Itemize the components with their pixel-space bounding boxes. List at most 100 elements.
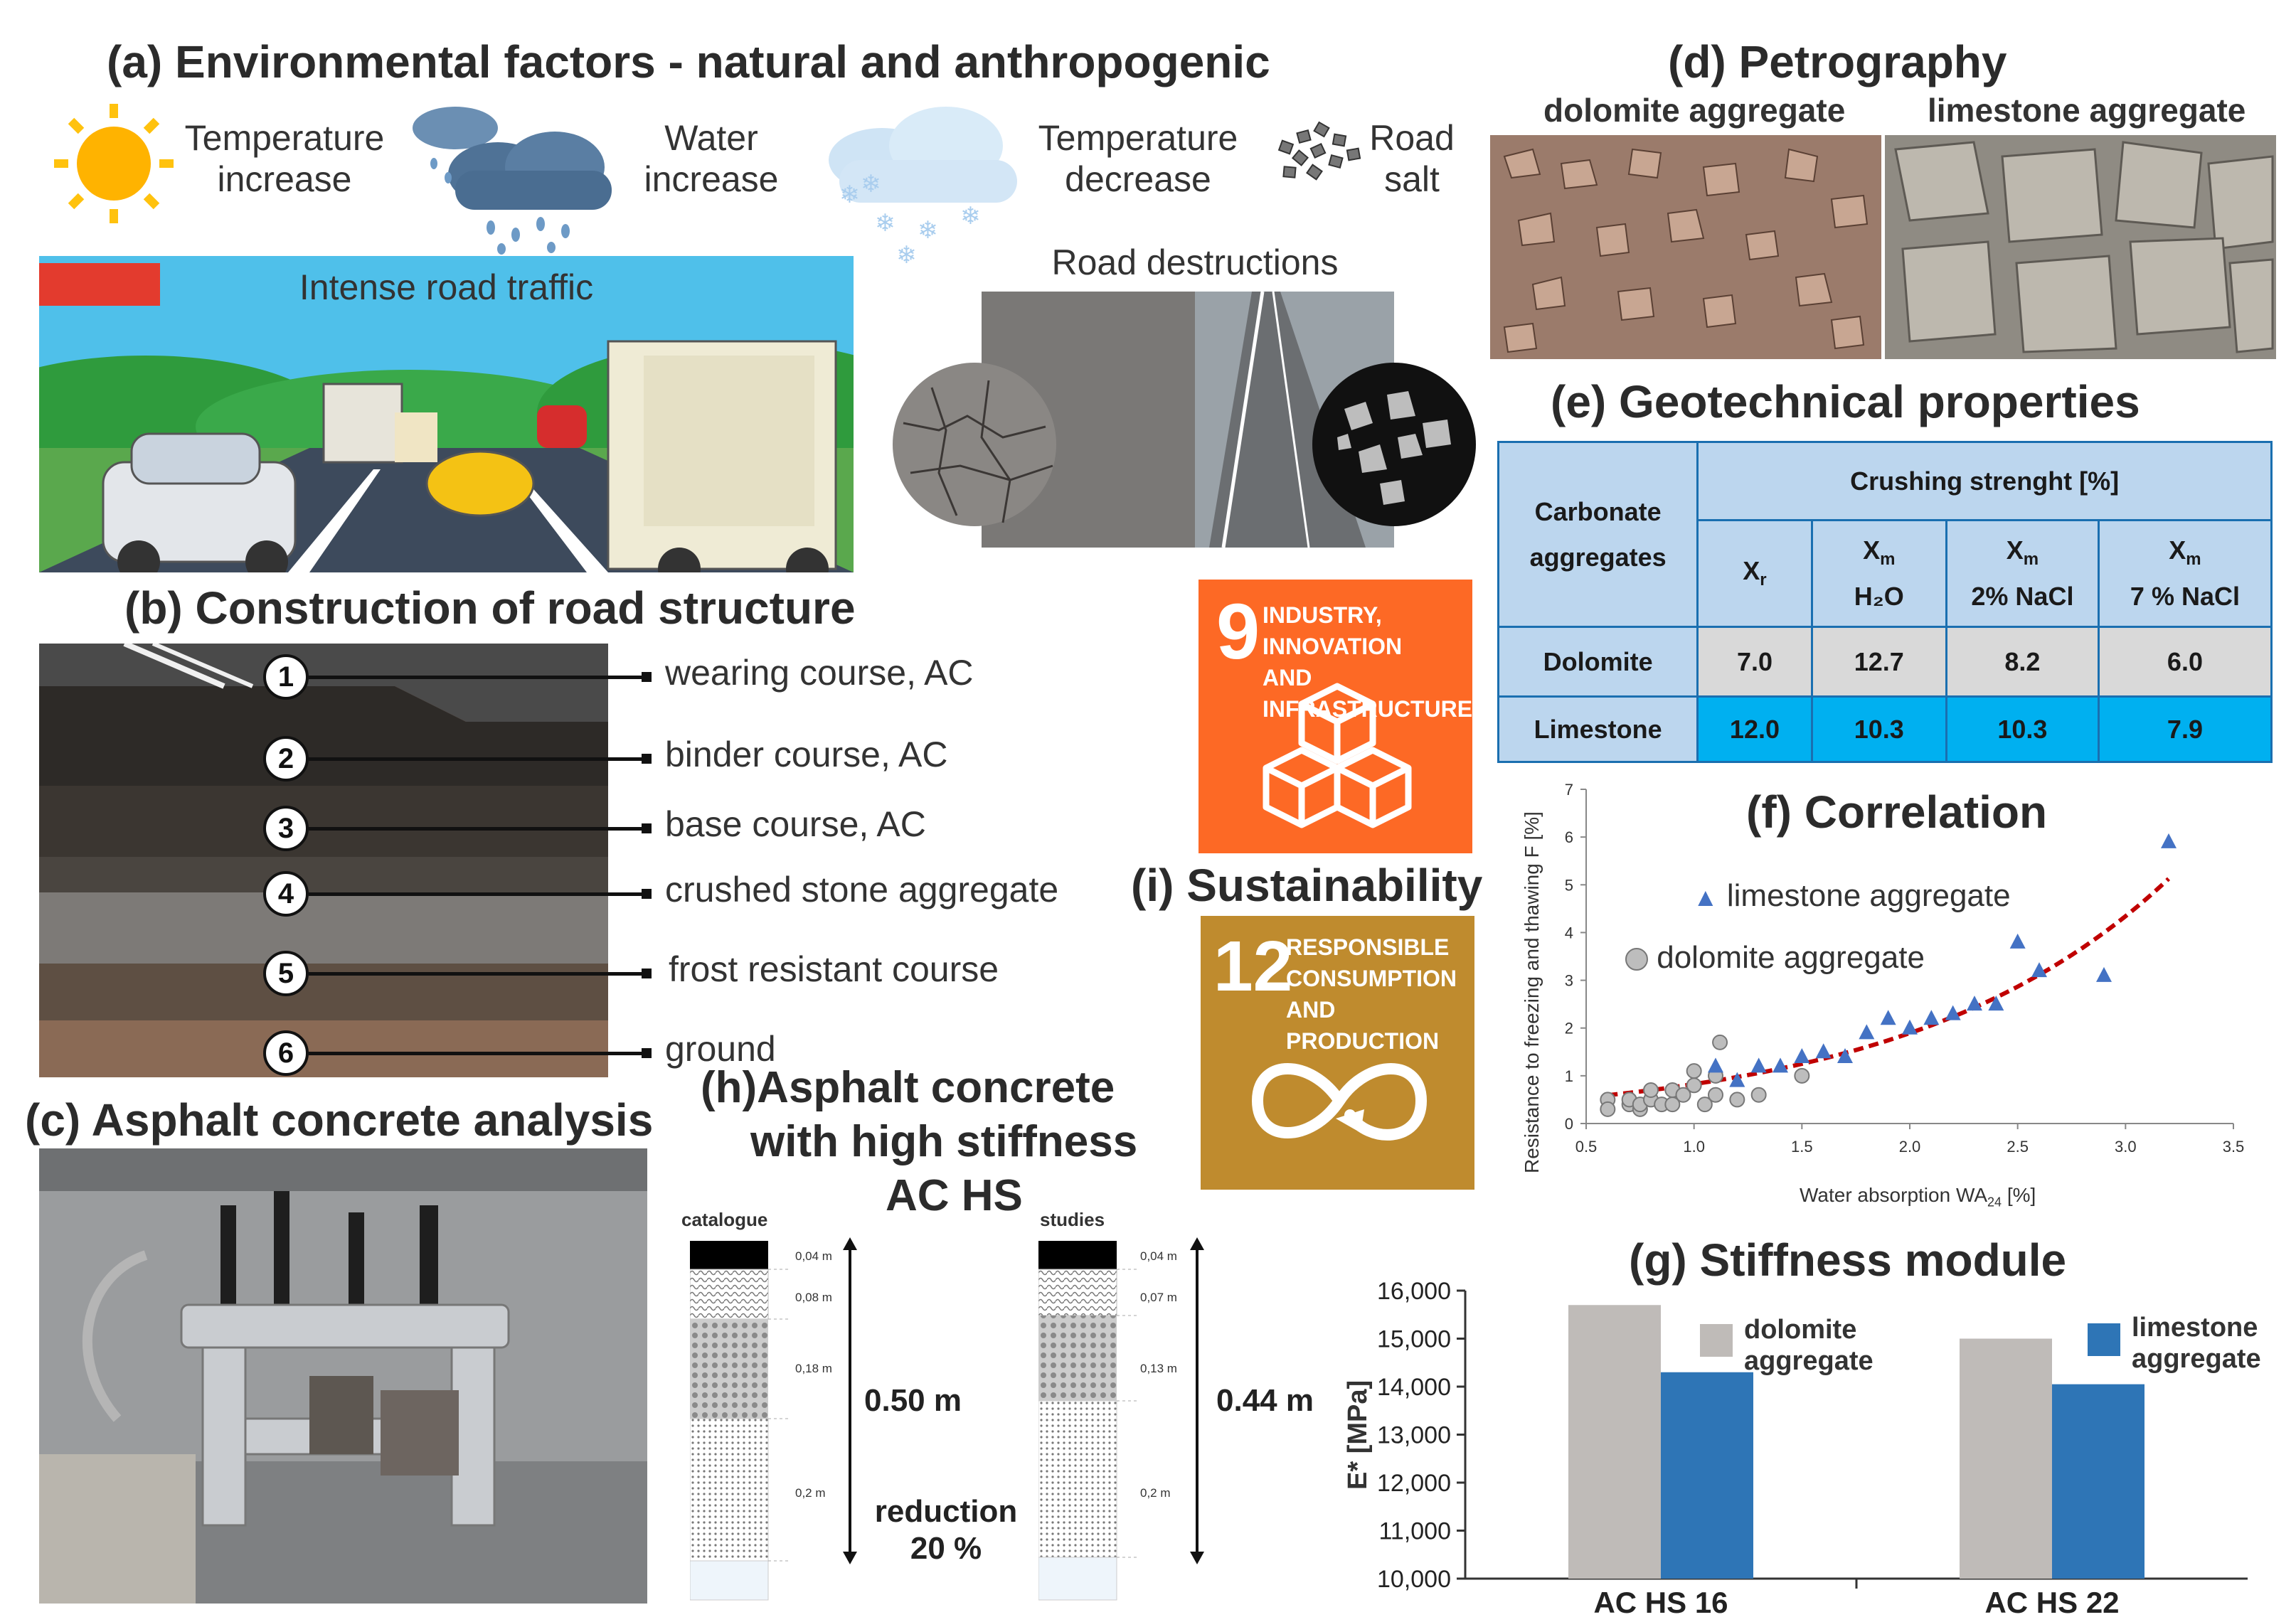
col-sub: m (2023, 550, 2039, 570)
scatter-ylabel: Resistance to freezing and thawing F [%] (1521, 811, 1543, 1173)
layer-thickness: 0,2 m (795, 1486, 826, 1500)
cell-value: 7.9 (2097, 695, 2273, 763)
legend-swatch (2088, 1323, 2120, 1356)
panel-a-heading: Environmental factors - natural and anth… (175, 36, 1270, 87)
factor-label-line1: Water (664, 118, 758, 158)
bars-ylabel: E* [MPa] (1343, 1380, 1373, 1490)
catalogue-label: catalogue (681, 1209, 768, 1230)
factor-label-line2: salt (1384, 159, 1440, 199)
factor-temperature-decrease: Temperature decrease (1024, 117, 1252, 200)
scatter-xlabel-main: Water absorption WA (1800, 1184, 1988, 1206)
y-tick-label: 4 (1565, 924, 1573, 941)
panel-e-heading: Geotechnical properties (1619, 376, 2140, 427)
dolomite-point (1686, 1063, 1702, 1079)
studies-column (1038, 1241, 1138, 1601)
y-tick-label: 6 (1565, 828, 1573, 846)
factor-temperature-increase: Temperature increase (171, 117, 398, 200)
catalogue-column (690, 1241, 790, 1601)
legend-text: limestone aggregate (2132, 1312, 2261, 1375)
panel-g-heading: Stiffness module (1699, 1234, 2067, 1286)
factor-road-salt: Road salt (1351, 117, 1472, 200)
cell-value: 10.3 (1810, 695, 1947, 763)
bars-axes: 10,000 11,000 12,000 13,000 14,000 15,000 16,0… (1377, 1278, 2248, 1618)
panel-h-letter: (h) (701, 1063, 758, 1112)
layer-label: binder course, AC (665, 735, 948, 774)
dolomite-point (1729, 1092, 1745, 1108)
svg-text:❄: ❄ (875, 209, 895, 238)
legend-limestone: ▲ limestone aggregate (1693, 878, 2011, 914)
factor-water-increase: Water increase (619, 117, 804, 200)
crack-photo (893, 363, 1056, 526)
limestone-point (1729, 1072, 1745, 1087)
studies-total: 0.44 m (1216, 1383, 1314, 1418)
panel-h-title-line3: AC HS (886, 1171, 1023, 1220)
row-header-line2: aggregates (1529, 542, 1667, 572)
scatter-xlabel-sub: 24 (1987, 1195, 2002, 1210)
traffic-illustration: Intense road traffic (39, 256, 854, 572)
dolomite-label: dolomite aggregate (1543, 92, 1846, 129)
layer-leader (309, 889, 652, 899)
layer-leader (309, 1048, 652, 1058)
layer-number: 3 (263, 806, 309, 851)
cell-value: 8.2 (1945, 626, 2100, 698)
layer-label: ground (665, 1029, 776, 1069)
stiffness-bar (1960, 1338, 2052, 1579)
correlation-chart: 0.5 1.0 1.5 2.0 2.5 3.0 3.5 0 1 2 3 4 5 6 7 (1565, 782, 2245, 1156)
svg-text:❄: ❄ (861, 170, 881, 198)
testing-machine-photo (39, 1148, 647, 1604)
svg-text:❄: ❄ (839, 181, 860, 209)
layer-label: wearing course, AC (665, 653, 974, 693)
panel-g-letter: (g) (1629, 1234, 1687, 1286)
col-line2: 2% NaCl (1971, 581, 2074, 611)
legend-line2: aggregate (1744, 1346, 1874, 1376)
panel-b-heading: Construction of road structure (195, 582, 856, 634)
x-tick-label: 2.5 (2007, 1138, 2029, 1156)
layer-leader (309, 672, 652, 682)
cell-value: 7.0 (1696, 626, 1813, 698)
svg-text:❄: ❄ (960, 202, 981, 230)
y-tick-label: 0 (1565, 1115, 1573, 1133)
infinity-icon (1251, 1063, 1428, 1141)
panel-c-title: (c) Asphalt concrete analysis (25, 1094, 653, 1146)
legend-swatch (1700, 1324, 1733, 1357)
y-tick-label: 13,000 (1377, 1422, 1451, 1449)
panel-f-title: (f) Correlation (1746, 786, 2047, 838)
panel-h-title-line2: with high stiffness (750, 1117, 1138, 1166)
panel-a-letter: (a) (107, 36, 163, 87)
panel-d-title: (d) Petrography (1668, 36, 2007, 88)
limestone-point (1923, 1010, 1940, 1025)
row-name: Dolomite (1497, 626, 1699, 698)
panel-d-heading: Petrography (1738, 36, 2007, 87)
layer-number: 5 (263, 951, 309, 996)
catalogue-total: 0.50 m (864, 1383, 962, 1418)
group-header-cell: Crushing strenght [%] (1696, 441, 2273, 521)
sdg9-tile: 9 INDUSTRY, INNOVATION AND INFRASTRUCTUR… (1199, 580, 1472, 853)
panel-a-title: (a) Environmental factors - natural and … (107, 36, 1270, 88)
legend-text: dolomite aggregate (1744, 1314, 1874, 1377)
y-tick-label: 5 (1565, 876, 1573, 894)
layer-number: 2 (263, 736, 309, 781)
col-sub: r (1760, 570, 1767, 590)
limestone-label: limestone aggregate (1928, 92, 2246, 129)
panel-f-letter: (f) (1746, 786, 1792, 838)
y-tick-label: 14,000 (1377, 1374, 1451, 1401)
y-tick-label: 16,000 (1377, 1278, 1451, 1305)
cubes-icon (1263, 683, 1412, 828)
destruction-label: Road destructions (1051, 242, 1339, 282)
panel-f-heading: Correlation (1804, 786, 2048, 838)
col-header-xm-h2o: Xm H₂O (1810, 519, 1947, 628)
limestone-point (1859, 1024, 1875, 1040)
panel-h-title: (h)Asphalt concrete with high stiffness … (701, 1061, 1213, 1223)
layer-leader (309, 969, 652, 978)
layer-number: 6 (263, 1030, 309, 1076)
layer-number: 1 (263, 654, 309, 700)
limestone-point (2031, 962, 2047, 978)
snow-cloud-icon: ❄❄ ❄ ❄❄❄ (829, 107, 1017, 267)
panel-c-letter: (c) (25, 1094, 81, 1146)
col-main: X (2169, 535, 2186, 565)
col-sub: m (1880, 550, 1896, 570)
layer-thickness: 0,04 m (795, 1249, 832, 1263)
bars-marks (1568, 1305, 2144, 1579)
limestone-point (1945, 1005, 1961, 1020)
factor-label-line1: Temperature (184, 118, 385, 158)
